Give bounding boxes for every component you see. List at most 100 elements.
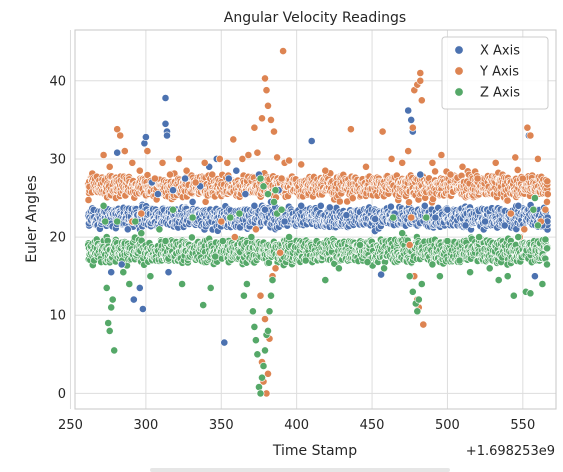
data-point [250,123,259,132]
data-point [191,178,200,187]
data-point [264,190,272,198]
data-point [285,156,293,165]
data-point [256,389,265,398]
y-tick-labels: 0 10 20 30 40 [49,74,66,402]
data-point [229,135,238,144]
data-point [500,221,509,230]
data-point [371,215,379,223]
data-point [107,268,116,277]
data-point [398,158,407,167]
y-tick-label: 0 [58,387,66,402]
data-point [217,217,226,226]
legend: X Axis Y Axis Z Axis [441,36,549,110]
data-point [163,131,171,140]
data-point [413,307,422,316]
data-point [261,205,269,214]
data-point [123,225,132,234]
data-point [166,170,174,179]
data-point [164,268,173,277]
data-point [267,116,275,124]
data-point [113,148,122,157]
data-point [206,283,215,292]
data-point [188,213,197,222]
data-point [346,125,355,134]
legend-label: X Axis [480,44,520,59]
data-point [380,264,388,273]
legend-label: Z Axis [480,86,520,101]
data-point [105,326,114,335]
data-point [481,217,489,226]
data-point [543,197,551,206]
data-point [297,160,306,169]
data-point [253,148,262,157]
data-point [110,346,119,355]
data-point [188,197,197,206]
data-point [251,225,260,234]
data-point [342,211,351,220]
data-point [135,166,144,175]
data-point [475,233,483,241]
data-point [435,272,444,281]
data-point [270,127,278,136]
data-point [491,158,500,167]
data-points [84,47,552,398]
chart-title: Angular Velocity Readings [224,10,406,26]
data-point [169,205,177,214]
data-point [258,114,266,123]
data-point [378,127,387,136]
data-point [461,221,470,230]
data-point [107,303,116,312]
data-point [316,201,325,210]
data-point [428,260,437,269]
series-x-axis-band [84,200,552,235]
data-point [250,201,259,210]
band-point [543,190,552,199]
data-point [131,217,140,226]
data-point [270,197,278,206]
data-point [416,76,425,85]
data-point [226,213,235,222]
data-point [262,86,271,95]
data-point [273,153,281,162]
data-point [223,158,232,167]
data-point [276,248,284,257]
data-point [256,174,265,183]
data-point [235,209,244,218]
data-point [404,147,413,155]
data-point [279,47,287,55]
data-point [208,170,217,179]
legend-marker [454,66,464,76]
data-point [250,322,259,331]
data-point [113,217,122,226]
band-point [386,202,395,211]
data-point [161,119,170,128]
band-point [348,194,357,203]
data-point [404,106,413,115]
data-point [417,280,426,288]
data-point [455,256,464,265]
data-point [120,147,129,155]
data-point [161,94,170,102]
data-point [307,137,316,145]
data-point [137,209,146,218]
band-point [513,165,522,174]
data-point [503,272,512,281]
x-axis-label: Time Stamp [272,443,357,459]
data-point [135,283,144,292]
data-point [267,291,275,300]
data-point [280,217,289,226]
band-point [335,197,344,206]
data-point [541,205,550,214]
data-point [518,174,527,183]
x-tick-label: 350 [209,418,234,433]
x-tick-label: 450 [360,418,385,433]
data-point [265,307,274,316]
data-point [239,291,248,300]
data-point [138,305,147,313]
data-point [259,362,268,370]
data-point [253,350,262,359]
x-tick-label: 300 [133,418,158,433]
data-point [146,272,155,281]
data-point [285,233,293,241]
data-point [104,319,113,327]
